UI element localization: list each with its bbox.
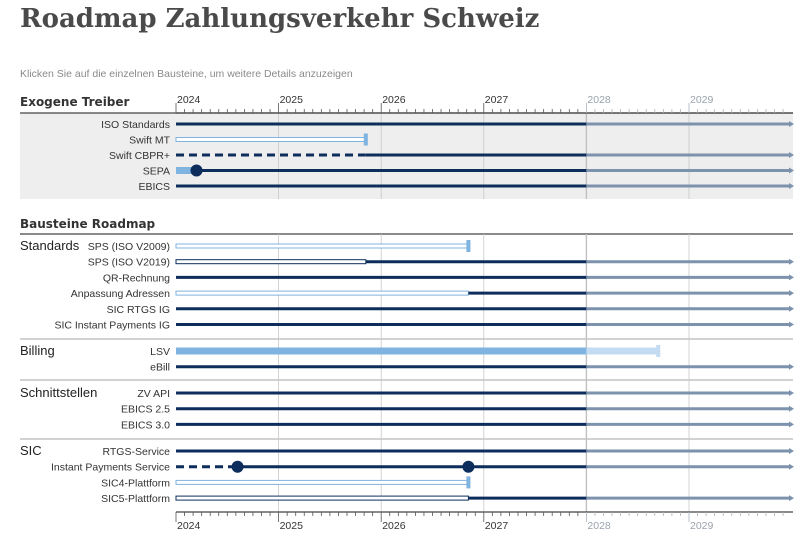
row-label: SIC5-Plattform [101,493,170,505]
row-end-cap [466,240,471,252]
group-name: Standards [20,238,80,253]
bottom-axis-tick-label: 2024 [177,520,201,532]
bottom-axis-tick-label: 2027 [485,520,509,532]
row-end-cap [363,133,368,146]
page-title: Roadmap Zahlungsverkehr Schweiz [20,4,539,34]
row-label: LSV [150,346,170,358]
tick-layer: 2024 2025 2026 2027 2028 2029 2024 2025 2026 2027… [175,94,793,532]
row-label: SIC4-Plattform [101,477,170,489]
row-arrow-head [789,363,794,370]
bottom-axis-tick-label: 2028 [587,520,611,532]
row-segment [175,290,469,296]
row-arrow-head [789,321,794,328]
label-layer: Exogene Treiber ISO Standards Swift MT Swif… [20,95,171,505]
row-end-cap [466,476,471,489]
row-arrow-head [789,152,794,158]
bottom-axis-tick-label: 2025 [280,520,304,532]
row-arrow-head [789,421,794,428]
row-arrow-head [789,390,794,396]
top-axis-tick-label: 2029 [690,94,714,106]
row-arrow-head [789,463,794,470]
top-axis-tick-label: 2024 [177,94,201,106]
section-title: Bausteine Roadmap [20,217,156,231]
row-milestone [462,460,475,473]
row-arrow-head [789,274,794,281]
row-label: ISO Standards [101,119,170,131]
row-label: QR-Rechnung [103,272,170,284]
row-arrow-head [789,258,794,265]
bottom-axis-tick-label: 2029 [690,520,714,532]
row-arrow-head [789,121,794,127]
row-label: Swift MT [129,135,170,147]
top-axis-tick-label: 2025 [280,94,304,106]
row-label: RTGS-Service [103,446,171,458]
row-label: Anpassung Adressen [71,288,170,300]
group-name: SIC [20,443,42,458]
row-label: eBill [150,362,170,374]
row-label: SIC RTGS IG [107,304,170,316]
page-subtitle: Klicken Sie auf die einzelnen Bausteine,… [20,68,353,80]
row-label: SPS (ISO V2019) [88,257,170,269]
row-segment [175,137,367,142]
row-milestone [231,460,244,473]
row-arrow-head [789,448,794,454]
row-label: ZV API [137,388,170,400]
group-name: Schnittstellen [20,385,97,400]
row-segment [175,243,469,249]
row-label: SPS (ISO V2009) [88,241,170,253]
row-segment [175,495,469,501]
group-name: Billing [20,343,55,358]
row-end-cap [656,345,661,357]
row-segment [175,259,367,265]
row-arrow-head [789,167,794,174]
row-arrow-head [789,183,794,189]
top-axis-tick-label: 2026 [382,94,406,106]
row-arrow-head [789,305,794,312]
row-arrow-head [789,495,794,502]
top-axis-tick-label: 2027 [485,94,509,106]
row-label: SIC Instant Payments IG [54,320,170,332]
row-label: SEPA [143,166,170,178]
section-title: Exogene Treiber [20,95,130,109]
bottom-axis-tick-label: 2026 [382,520,406,532]
row-label: EBICS 2.5 [121,404,170,416]
row-label: EBICS 3.0 [121,419,170,431]
row-label: Instant Payments Service [51,462,170,474]
row-label: EBICS [138,181,170,193]
row-label: Swift CBPR+ [109,150,170,162]
row-arrow-head [789,290,794,297]
row-segment [175,479,469,485]
bar-layer [175,121,794,502]
top-axis-tick-label: 2028 [587,94,611,106]
row-milestone [190,164,203,177]
row-arrow-head [789,405,794,412]
